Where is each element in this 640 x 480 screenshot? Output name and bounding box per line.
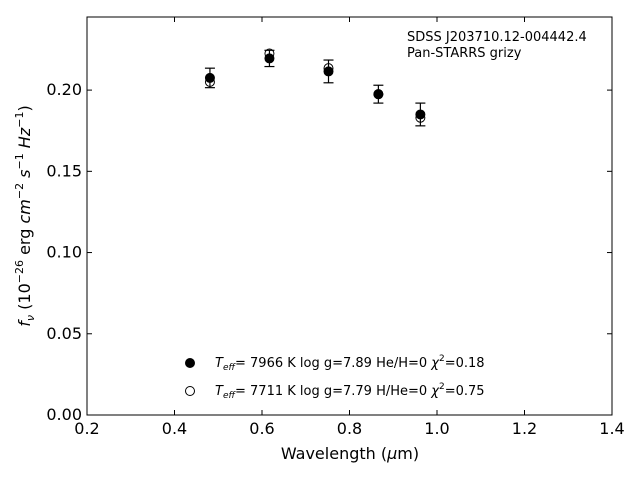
x-tick-label: 0.6	[249, 419, 274, 438]
data-point-filled	[415, 109, 426, 120]
x-tick-label: 1.4	[599, 419, 624, 438]
legend-label-da: Teff= 7966 K log g=7.89 He/H=0 χ2=0.18	[215, 354, 485, 373]
annotation-survey: Pan-STARRS grizy	[407, 46, 522, 61]
data-point-open	[415, 112, 426, 123]
y-tick-label: 0.10	[46, 243, 82, 262]
y-axis-label: fν (10−26 erg cm−2 s−1 Hz−1)	[13, 105, 37, 326]
y-tick-label: 0.20	[46, 80, 82, 99]
legend-marker-open	[185, 386, 195, 396]
data-point-open	[264, 48, 275, 59]
series-filled	[204, 49, 426, 127]
annotation: SDSS J203710.12-004442.4 Pan-STARRS griz…	[407, 30, 587, 61]
x-tick-label: 0.8	[337, 419, 362, 438]
data-point-open	[204, 76, 215, 87]
legend-label-db: Teff= 7711 K log g=7.79 H/He=0 χ2=0.75	[215, 382, 485, 401]
x-axis: 0.2 0.4 0.6 0.8 1.0 1.2 1.4	[74, 17, 625, 438]
y-tick-label: 0.05	[46, 324, 82, 343]
x-tick-label: 0.2	[74, 419, 99, 438]
data-point-open	[373, 89, 384, 100]
data-point-open	[323, 63, 334, 74]
legend: Teff= 7966 K log g=7.89 He/H=0 χ2=0.18 T…	[185, 354, 485, 401]
annotation-object: SDSS J203710.12-004442.4	[407, 30, 587, 45]
series-open	[204, 48, 426, 123]
x-tick-label: 0.4	[162, 419, 187, 438]
x-tick-label: 1.0	[424, 419, 449, 438]
legend-marker-filled	[185, 358, 195, 368]
series-layer	[204, 48, 426, 127]
y-tick-label: 0.15	[46, 161, 82, 180]
y-tick-label: 0.00	[46, 405, 82, 424]
x-tick-label: 1.2	[512, 419, 537, 438]
y-axis: 0.00 0.05 0.10 0.15 0.20	[46, 80, 612, 424]
x-axis-label: Wavelength (μm)	[281, 444, 419, 463]
data-point-filled	[323, 66, 334, 77]
